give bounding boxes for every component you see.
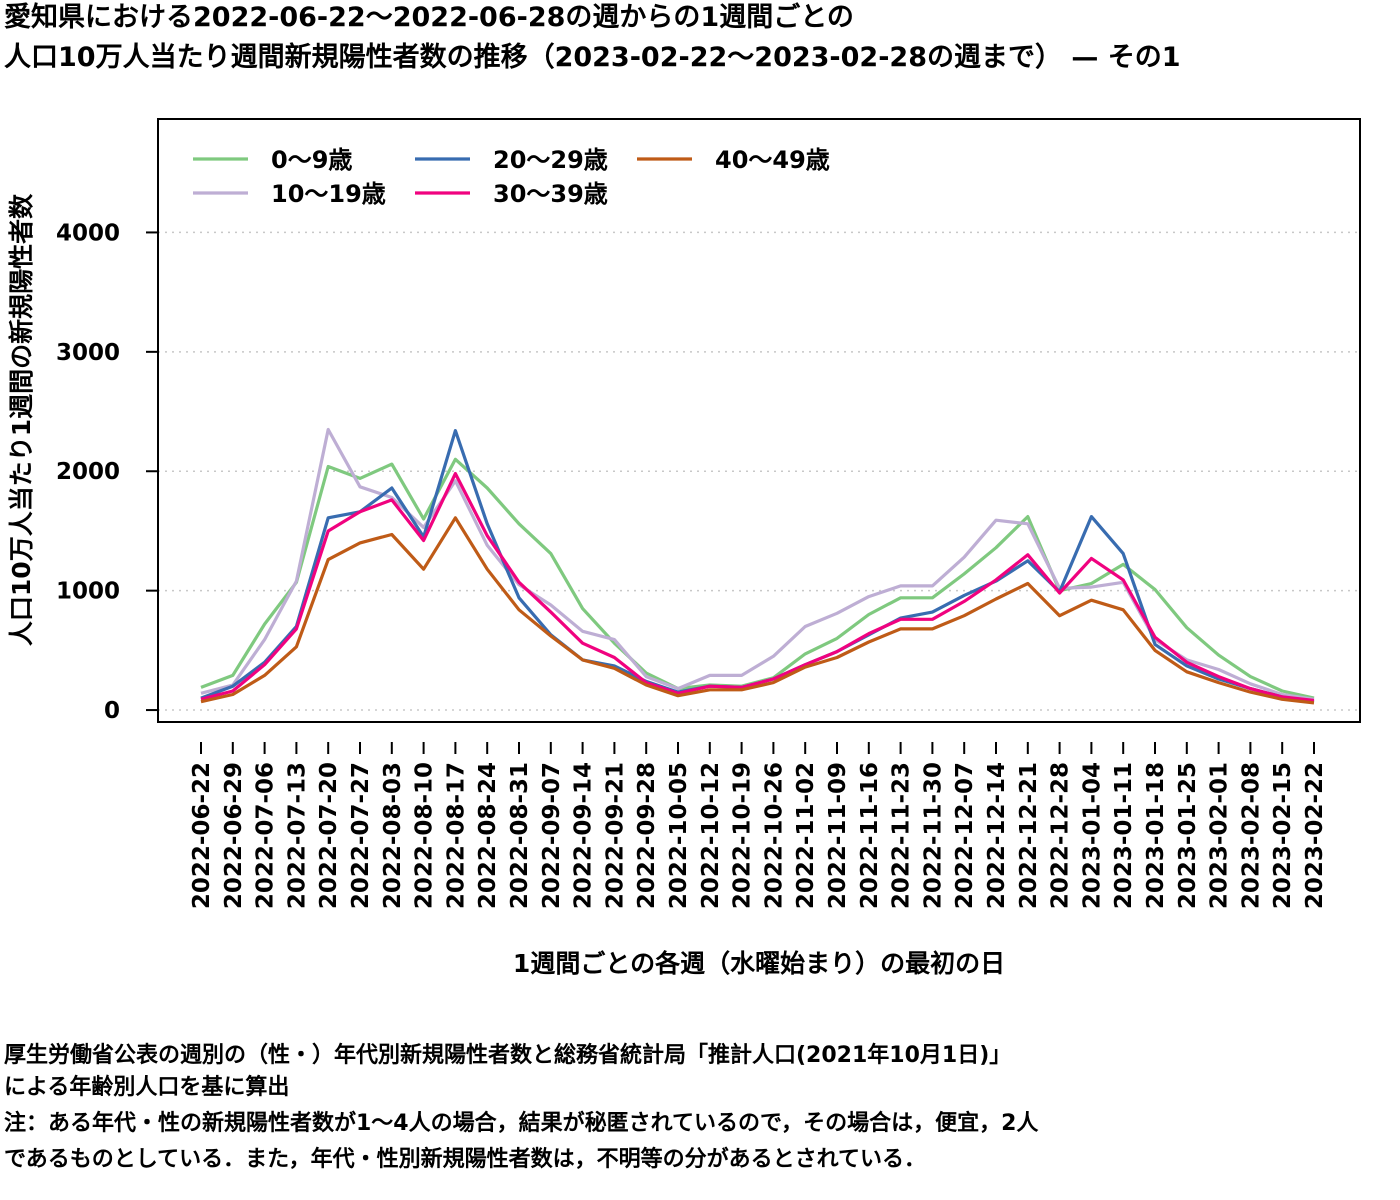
series-line-4	[200, 516, 1315, 705]
x-tick-label: 2022-12-21	[1016, 762, 1042, 909]
x-tick-label: 2023-01-11	[1111, 762, 1137, 909]
y-tick-label: 2000	[56, 459, 120, 485]
legend-item-0: 0〜9歳	[193, 146, 352, 174]
x-tick-label: 2022-08-24	[475, 762, 501, 909]
x-tick-label: 2023-02-01	[1207, 762, 1233, 909]
x-tick-label: 2022-11-16	[857, 762, 883, 909]
x-tick-label: 2022-10-12	[698, 762, 724, 909]
y-tick-label: 1000	[56, 579, 120, 605]
x-tick-label: 2023-02-22	[1302, 762, 1328, 909]
chart-title-line1: 愛知県における2022-06-22〜2022-06-28の週からの1週間ごとの	[4, 2, 854, 33]
legend-item-4: 40〜49歳	[637, 146, 830, 174]
series-line-0	[200, 457, 1315, 700]
chart-title-line2: 人口10万人当たり週間新規陽性者数の推移（2023-02-22〜2023-02-…	[4, 42, 1181, 73]
grid-lines	[158, 231, 1360, 711]
legend-label: 0〜9歳	[271, 146, 352, 174]
x-tick-label: 2023-02-08	[1238, 762, 1264, 909]
footnote-line2: であるものとしている．また，年代・性別新規陽性者数は，不明等の分があるとされてい…	[4, 1147, 927, 1172]
series-line-2	[200, 429, 1315, 704]
footnote-line1: 注：ある年代・性の新規陽性者数が1〜4人の場合，結果が秘匿されているので，その場…	[4, 1111, 1039, 1136]
x-tick-label: 2022-06-22	[189, 762, 215, 909]
x-tick-label: 2022-11-30	[920, 762, 946, 909]
series-lines	[200, 427, 1315, 705]
x-tick-label: 2022-12-14	[984, 762, 1010, 909]
x-axis-label: 1週間ごとの各週（水曜始まり）の最初の日	[513, 949, 1005, 978]
x-tick-label: 2023-02-15	[1270, 762, 1296, 909]
x-tick-label: 2022-08-03	[380, 762, 406, 909]
x-tick-label: 2022-09-07	[539, 762, 565, 909]
x-tick-label: 2022-09-28	[634, 762, 660, 909]
x-tick-label: 2022-11-02	[793, 762, 819, 909]
x-tick-label: 2022-08-31	[507, 762, 533, 909]
x-tick-label: 2022-10-19	[730, 762, 756, 909]
y-tick-label: 4000	[56, 220, 120, 246]
source-note-line2: による年齢別人口を基に算出	[4, 1075, 290, 1100]
x-tick-label: 2023-01-04	[1079, 762, 1105, 909]
x-tick-label: 2022-09-14	[571, 762, 597, 909]
x-tick-label: 2022-08-10	[412, 762, 438, 909]
y-axis-label: 人口10万人当たり1週間の新規陽性者数	[7, 193, 36, 646]
x-tick-label: 2022-06-29	[221, 762, 247, 909]
y-tick-label: 3000	[56, 340, 120, 366]
y-tick-label: 0	[104, 698, 120, 724]
x-tick-label: 2022-10-26	[761, 762, 787, 909]
legend-item-1: 10〜19歳	[193, 180, 386, 208]
plot-frame	[157, 118, 1361, 723]
legend-label: 30〜39歳	[493, 180, 608, 208]
x-tick-label: 2022-11-23	[889, 762, 915, 909]
x-tick-label: 2023-01-25	[1175, 762, 1201, 909]
x-tick-label: 2022-07-06	[253, 762, 279, 909]
series-line-1	[200, 427, 1315, 701]
x-tick-label: 2022-10-05	[666, 762, 692, 909]
x-tick-label: 2022-07-13	[284, 762, 310, 909]
legend-label: 10〜19歳	[271, 180, 386, 208]
x-tick-label: 2022-08-17	[443, 762, 469, 909]
x-tick-label: 2022-11-09	[825, 762, 851, 909]
x-axis: 2022-06-22 2022-06-29 2022-07-06 2022-07-13…	[189, 721, 1328, 909]
series-line-3	[200, 472, 1315, 703]
y-axis: 0 1000 2000 3000 4000	[56, 119, 159, 724]
x-tick-label: 2022-07-27	[348, 762, 374, 909]
source-note-line1: 厚生労働省公表の週別の（性・）年代別新規陽性者数と総務省統計局「推計人口(202…	[4, 1043, 1012, 1068]
x-tick-label: 2022-12-07	[952, 762, 978, 909]
legend: 0〜9歳 10〜19歳 20〜29歳 30〜39歳 40〜49歳	[193, 146, 830, 208]
x-tick-label: 2022-09-21	[602, 762, 628, 909]
legend-label: 20〜29歳	[493, 146, 608, 174]
legend-label: 40〜49歳	[715, 146, 830, 174]
legend-item-3: 30〜39歳	[415, 180, 608, 208]
x-tick-label: 2023-01-18	[1143, 762, 1169, 909]
x-tick-label: 2022-07-20	[316, 762, 342, 909]
legend-item-2: 20〜29歳	[415, 146, 608, 174]
x-tick-label: 2022-12-28	[1048, 762, 1074, 909]
